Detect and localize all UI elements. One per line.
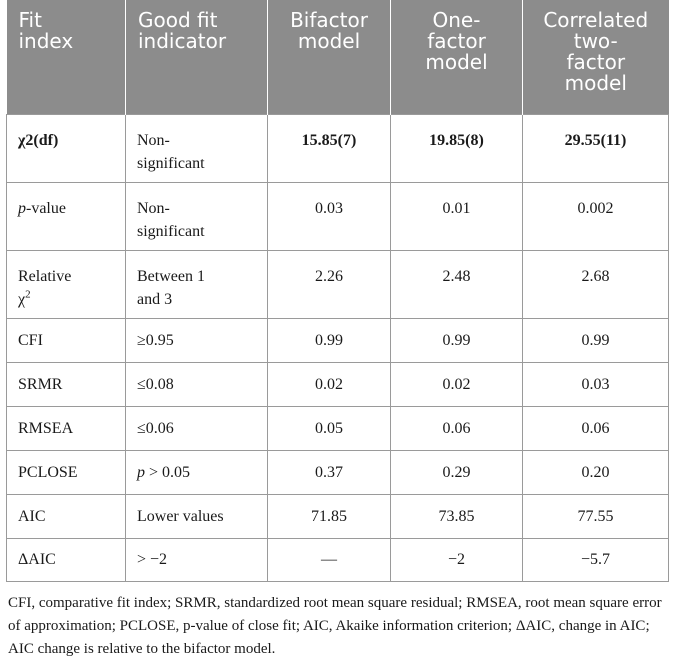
cell-two-factor: 0.20: [522, 449, 669, 495]
cell-good-fit-indicator: ≤0.08: [125, 361, 268, 407]
cell-one-factor: 0.99: [390, 317, 523, 363]
cell-good-fit-indicator: Non-significant: [125, 181, 268, 251]
cell-bifactor: 2.26: [267, 249, 391, 319]
cell-bifactor: 0.99: [267, 317, 391, 363]
cell-one-factor: 73.85: [390, 493, 523, 539]
header-fit-index: Fit index: [6, 0, 126, 114]
cell-bifactor: 15.85(7): [267, 113, 391, 183]
table-row-aic: AIC Lower values 71.85 73.85 77.55: [6, 493, 669, 539]
cell-good-fit-indicator: ≤0.06: [125, 405, 268, 451]
table-footnote: CFI, comparative fit index; SRMR, standa…: [8, 595, 662, 657]
cell-one-factor: 0.29: [390, 449, 523, 495]
cell-bifactor: 0.05: [267, 405, 391, 451]
cell-two-factor: −5.7: [522, 537, 669, 582]
cell-two-factor: 0.06: [522, 405, 669, 451]
cell-two-factor: 2.68: [522, 249, 669, 319]
cell-fit-index: χ2(df): [6, 113, 126, 183]
cell-bifactor: 0.03: [267, 181, 391, 251]
cell-good-fit-indicator: Non-significant: [125, 113, 268, 183]
cell-fit-index: ΔAIC: [6, 537, 126, 582]
cell-fit-index: CFI: [6, 317, 126, 363]
fit-indices-table: Fit index Good fit indicator Bifactor model…: [6, 0, 669, 582]
cell-good-fit-indicator: Between 1 and 3: [125, 249, 268, 319]
cell-fit-index: Relative χ2: [6, 249, 126, 319]
cell-fit-index: PCLOSE: [6, 449, 126, 495]
header-bifactor-model: Bifactor model: [267, 0, 391, 114]
cell-good-fit-indicator: ≥0.95: [125, 317, 268, 363]
cell-good-fit-indicator: > −2: [125, 537, 268, 582]
cell-fit-index: AIC: [6, 493, 126, 539]
cell-one-factor: 0.06: [390, 405, 523, 451]
cell-one-factor: 0.01: [390, 181, 523, 251]
cell-two-factor: 0.002: [522, 181, 669, 251]
cell-two-factor: 29.55(11): [522, 113, 669, 183]
cell-one-factor: 2.48: [390, 249, 523, 319]
cell-good-fit-indicator: p > 0.05: [125, 449, 268, 495]
header-good-fit-indicator: Good fit indicator: [125, 0, 268, 114]
cell-two-factor: 0.99: [522, 317, 669, 363]
cell-bifactor: —: [267, 537, 391, 582]
table-row-pclose: PCLOSE p > 0.05 0.37 0.29 0.20: [6, 449, 669, 495]
table-row-p-value: p-value Non-significant 0.03 0.01 0.002: [6, 181, 669, 251]
cell-one-factor: 19.85(8): [390, 113, 523, 183]
cell-one-factor: −2: [390, 537, 523, 582]
table-row-srmr: SRMR ≤0.08 0.02 0.02 0.03: [6, 361, 669, 407]
table-row-rmsea: RMSEA ≤0.06 0.05 0.06 0.06: [6, 405, 669, 451]
cell-bifactor: 0.02: [267, 361, 391, 407]
cell-one-factor: 0.02: [390, 361, 523, 407]
header-row: Fit index Good fit indicator Bifactor model…: [6, 0, 669, 114]
cell-two-factor: 77.55: [522, 493, 669, 539]
cell-fit-index: RMSEA: [6, 405, 126, 451]
header-one-factor-model: One-factor model: [390, 0, 523, 114]
cell-two-factor: 0.03: [522, 361, 669, 407]
cell-fit-index: p-value: [6, 181, 126, 251]
table-row-chi-square: χ2(df) Non-significant 15.85(7) 19.85(8)…: [6, 113, 669, 183]
table-row-cfi: CFI ≥0.95 0.99 0.99 0.99: [6, 317, 669, 363]
table-row-delta-aic: ΔAIC > −2 — −2 −5.7: [6, 537, 669, 582]
cell-bifactor: 0.37: [267, 449, 391, 495]
cell-bifactor: 71.85: [267, 493, 391, 539]
table-row-relative-chi-square: Relative χ2 Between 1 and 3 2.26 2.48 2.68: [6, 249, 669, 319]
cell-good-fit-indicator: Lower values: [125, 493, 268, 539]
cell-fit-index: SRMR: [6, 361, 126, 407]
header-correlated-two-factor-model: Correlated two-factor model: [522, 0, 669, 114]
